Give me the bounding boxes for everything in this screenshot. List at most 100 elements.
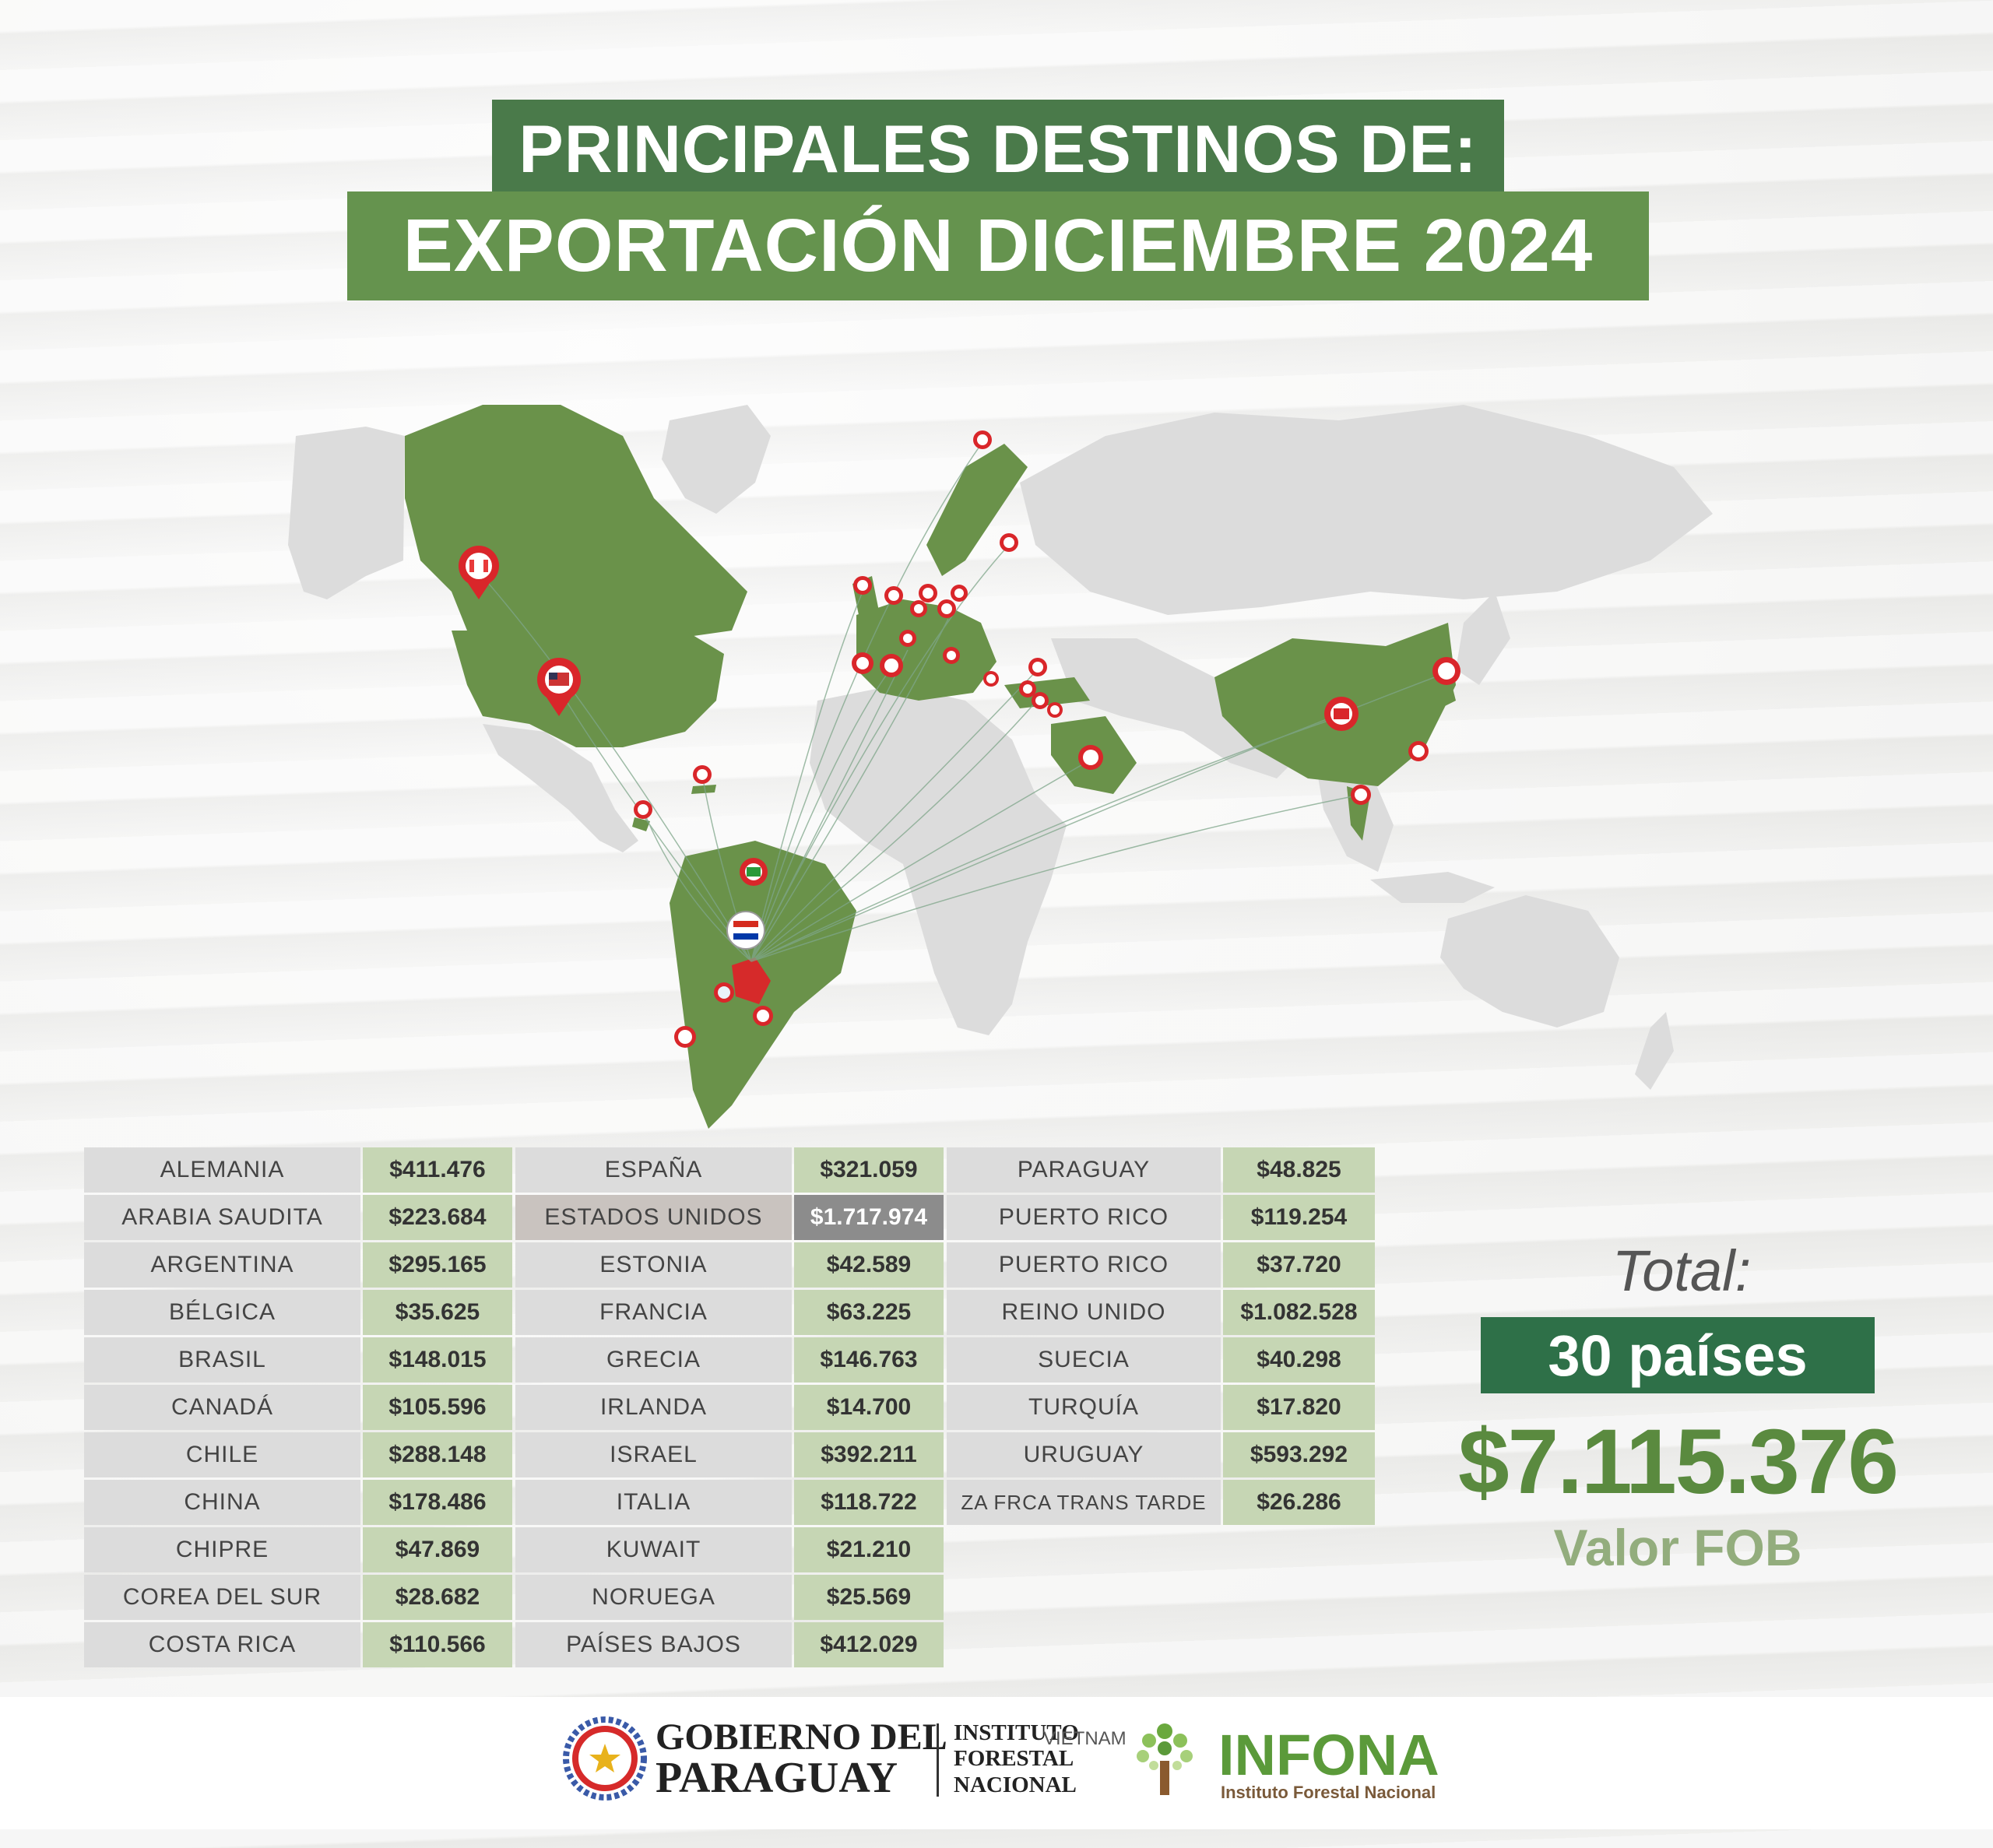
country-name: ISRAEL: [515, 1432, 792, 1477]
route-france: [750, 649, 909, 962]
table-row: KUWAIT $21.210: [515, 1527, 944, 1572]
country-value: $110.566: [363, 1622, 512, 1667]
country-value: $295.165: [363, 1242, 512, 1288]
indonesia-shape: [1370, 872, 1495, 903]
table-row: ESPAÑA $321.059: [515, 1147, 944, 1193]
table-row: BRASIL $148.015: [84, 1337, 512, 1382]
country-value: $25.569: [794, 1575, 944, 1620]
pin-kuwait: [1047, 702, 1063, 718]
pin-turkey: [1028, 658, 1047, 676]
table-row: ARGENTINA $295.165: [84, 1242, 512, 1288]
table-row: CHINA $178.486: [84, 1480, 512, 1525]
country-value: $35.625: [363, 1290, 512, 1335]
route-vietnam: [750, 794, 1362, 962]
table-row: PUERTO RICO $119.254: [947, 1195, 1375, 1240]
route-israel: [750, 700, 1038, 962]
scandinavia-shape: [926, 444, 1028, 576]
country-name: BÉLGICA: [84, 1290, 360, 1335]
instituto-logo-text: INSTITUTO FORESTAL NACIONAL: [954, 1720, 1079, 1798]
pin-vietnam: [1351, 785, 1371, 805]
infona-subtitle: Instituto Forestal Nacional: [1221, 1783, 1436, 1802]
table-row: COSTA RICA $110.566: [84, 1622, 512, 1667]
pin-norway: [973, 430, 992, 449]
footer-bar: [0, 1697, 1993, 1829]
country-value: $14.700: [794, 1385, 944, 1430]
country-name: TURQUÍA: [947, 1385, 1221, 1430]
fob-label: Valor FOB: [1553, 1519, 1802, 1576]
instituto-line-2: FORESTAL: [954, 1746, 1074, 1772]
pin-uruguay: [753, 1006, 773, 1026]
pin-israel: [1032, 692, 1049, 709]
country-value: $288.148: [363, 1432, 512, 1477]
country-value: $48.825: [1223, 1147, 1375, 1193]
country-name: SUECIA: [947, 1337, 1221, 1382]
country-name: CHILE: [84, 1432, 360, 1477]
total-label: Total:: [1612, 1238, 1752, 1303]
title-line-1: PRINCIPALES DESTINOS DE:: [492, 100, 1504, 199]
total-amount: $7.115.376: [1457, 1411, 1899, 1513]
nz-shape: [1635, 1012, 1674, 1090]
country-name: CANADÁ: [84, 1385, 360, 1430]
country-name: CHIPRE: [84, 1527, 360, 1572]
country-name: PUERTO RICO: [947, 1242, 1221, 1288]
pin-greece: [983, 671, 999, 687]
country-name: PAÍSES BAJOS: [515, 1622, 792, 1667]
route-germany: [750, 618, 949, 962]
table-row: ITALIA $118.722: [515, 1480, 944, 1525]
country-value: $412.029: [794, 1622, 944, 1667]
table-row: CANADÁ $105.596: [84, 1385, 512, 1430]
usa-shape: [452, 631, 724, 747]
country-name: PUERTO RICO: [947, 1195, 1221, 1240]
country-value: $105.596: [363, 1385, 512, 1430]
world-map: [288, 405, 1713, 1129]
pin-ireland: [853, 576, 872, 595]
country-name: PARAGUAY: [947, 1147, 1221, 1193]
vietnam-label: VIETNAM: [1043, 1728, 1127, 1749]
map-pins: [459, 430, 1460, 1048]
route-spain: [750, 667, 892, 962]
paraguay-seal-icon: [563, 1716, 647, 1801]
table-row: BÉLGICA $35.625: [84, 1290, 512, 1335]
route-saudi: [750, 759, 1091, 962]
country-name: NORUEGA: [515, 1575, 792, 1620]
pin-netherlands: [919, 584, 937, 603]
pin-spain: [880, 654, 903, 677]
mexico-shape: [483, 724, 638, 852]
country-value: $47.869: [363, 1527, 512, 1572]
table-row: ARABIA SAUDITA $223.684: [84, 1195, 512, 1240]
country-value: $21.210: [794, 1527, 944, 1572]
country-value: $118.722: [794, 1480, 944, 1525]
table-row: PARAGUAY $48.825: [947, 1147, 1375, 1193]
table-row: PAÍSES BAJOS $412.029: [515, 1622, 944, 1667]
pin-taiwan: [1408, 741, 1429, 761]
country-value: $392.211: [794, 1432, 944, 1477]
australia-shape: [1440, 895, 1619, 1028]
country-name: COSTA RICA: [84, 1622, 360, 1667]
country-name: REINO UNIDO: [947, 1290, 1221, 1335]
pin-cyprus: [1019, 680, 1036, 697]
table-column-1: ALEMANIA $411.476 ARABIA SAUDITA $223.684 …: [84, 1147, 512, 1670]
table-row: CHIPRE $47.869: [84, 1527, 512, 1572]
country-name: COREA DEL SUR: [84, 1575, 360, 1620]
country-value: $178.486: [363, 1480, 512, 1525]
title-line-2: EXPORTACIÓN DICIEMBRE 2024: [347, 191, 1649, 300]
pin-france: [899, 630, 916, 647]
pin-costa-rica: [634, 800, 652, 819]
route-lines: [478, 441, 1446, 962]
russia-shape: [1020, 405, 1713, 615]
country-value: $28.682: [363, 1575, 512, 1620]
japan-shape: [1456, 592, 1510, 685]
table-row: NORUEGA $25.569: [515, 1575, 944, 1620]
route-uk: [750, 591, 863, 962]
world-land: [288, 405, 1713, 1090]
infona-logo-text: INFONA: [1218, 1723, 1439, 1787]
country-name: IRLANDA: [515, 1385, 792, 1430]
pin-puerto-rico: [693, 765, 712, 784]
table-column-3: PARAGUAY $48.825 PUERTO RICO $119.254 PUER…: [947, 1147, 1375, 1527]
country-value: $146.763: [794, 1337, 944, 1382]
table-row: PUERTO RICO $37.720: [947, 1242, 1375, 1288]
footer-divider: [937, 1723, 939, 1797]
country-name: BRASIL: [84, 1337, 360, 1382]
country-name: ESPAÑA: [515, 1147, 792, 1193]
greenland-shape: [662, 405, 771, 514]
